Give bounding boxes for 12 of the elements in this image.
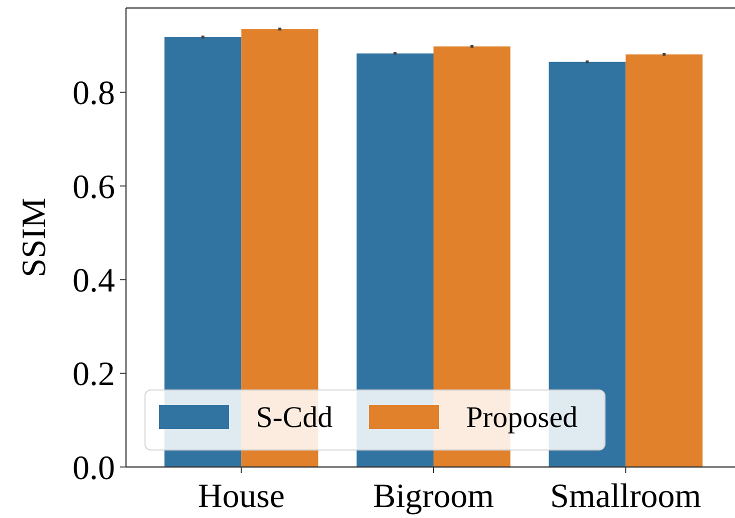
y-tick-label: 0.6 [72, 168, 115, 206]
y-tick-label: 0.8 [72, 75, 115, 112]
bar [626, 54, 703, 467]
y-tick-label: 0.4 [72, 262, 115, 300]
legend-label: S-Cdd [256, 401, 333, 434]
y-tick-label: 0.2 [72, 356, 115, 394]
y-tick-label: 0.0 [72, 450, 115, 487]
y-axis-title: SSIM [16, 198, 53, 278]
x-tick-label: House [198, 478, 285, 515]
x-tick-label: Smallroom [550, 478, 702, 515]
legend-label: Proposed [466, 401, 578, 434]
x-tick-label: Bigroom [373, 478, 494, 515]
